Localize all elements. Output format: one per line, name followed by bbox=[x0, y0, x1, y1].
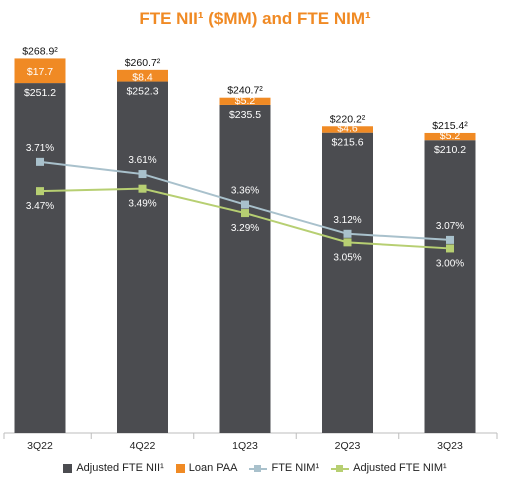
marker-adjusted-fte-nim-1Q23 bbox=[241, 209, 249, 218]
bar-adjusted-fte-nii-1Q23 bbox=[219, 104, 271, 433]
marker-adjusted-fte-nim-4Q22 bbox=[138, 184, 147, 193]
data-label-fte-nim-4Q22: 3.61% bbox=[128, 155, 156, 166]
data-label-adjusted-fte-nim-3Q22: 3.47% bbox=[26, 201, 54, 212]
legend-swatch-fte-nim bbox=[249, 464, 268, 473]
legend-label-loan-paa: Loan PAA bbox=[188, 462, 238, 474]
data-label-fte-nim-3Q23: 3.07% bbox=[436, 221, 464, 232]
data-label-total-3Q23: $215.4² bbox=[432, 120, 468, 132]
legend-item-adjusted-fte-nim: Adjusted FTE NIM¹ bbox=[331, 462, 447, 474]
bar-adjusted-fte-nii-3Q22 bbox=[14, 83, 66, 433]
data-label-adjusted-fte-nii-1Q23: $235.5 bbox=[229, 109, 261, 121]
marker-adjusted-fte-nim-3Q22 bbox=[36, 187, 44, 196]
data-label-loan-paa-4Q22: $8.4 bbox=[132, 72, 153, 84]
data-label-adjusted-fte-nii-3Q22: $251.2 bbox=[24, 87, 56, 99]
data-label-total-2Q23: $220.2² bbox=[330, 113, 366, 125]
bar-adjusted-fte-nii-4Q22 bbox=[117, 81, 168, 433]
data-label-total-1Q23: $240.7² bbox=[227, 85, 263, 97]
legend-item-loan-paa: Loan PAA bbox=[175, 462, 238, 474]
legend-label-fte-nim: FTE NIM¹ bbox=[271, 462, 320, 474]
chart-legend: Adjusted FTE NII¹ Loan PAA FTE NIM¹ Adju… bbox=[0, 462, 510, 474]
data-label-adjusted-fte-nii-3Q23: $210.2 bbox=[434, 144, 466, 156]
legend-swatch-adjusted-fte-nii bbox=[63, 463, 73, 473]
legend-item-adjusted-fte-nii: Adjusted FTE NII¹ bbox=[63, 462, 164, 474]
marker-fte-nim-3Q23 bbox=[446, 235, 454, 244]
line-group bbox=[36, 157, 454, 253]
chart-title: FTE NII¹ ($MM) and FTE NIM¹ bbox=[139, 9, 371, 28]
legend-swatch-loan-paa bbox=[175, 463, 185, 473]
x-tick-label-4Q22: 4Q22 bbox=[130, 440, 156, 452]
data-label-fte-nim-2Q23: 3.12% bbox=[333, 215, 361, 226]
label-group: $17.7 $251.2 $268.9² 3Q22 $8.4 $252.3 $260.7² 4… bbox=[22, 45, 468, 452]
x-tick-label-1Q23: 1Q23 bbox=[232, 440, 258, 452]
data-label-fte-nim-3Q22: 3.71% bbox=[26, 143, 54, 154]
legend-swatch-adjusted-fte-nim bbox=[331, 464, 350, 473]
data-label-loan-paa-1Q23: $5.2 bbox=[235, 95, 256, 107]
marker-adjusted-fte-nim-2Q23 bbox=[343, 238, 352, 247]
legend-item-fte-nim: FTE NIM¹ bbox=[249, 462, 319, 474]
data-label-loan-paa-2Q23: $4.6 bbox=[337, 123, 358, 135]
data-label-fte-nim-1Q23: 3.36% bbox=[231, 186, 259, 197]
data-label-loan-paa-3Q22: $17.7 bbox=[27, 66, 53, 78]
legend-label-adjusted-fte-nim: Adjusted FTE NIM¹ bbox=[353, 462, 447, 474]
bar-loan-paa-3Q23 bbox=[424, 132, 476, 141]
bar-group bbox=[3, 58, 498, 439]
marker-fte-nim-1Q23 bbox=[241, 200, 249, 209]
marker-fte-nim-3Q22 bbox=[36, 157, 44, 166]
bar-loan-paa-4Q22 bbox=[117, 69, 168, 82]
data-label-adjusted-fte-nim-3Q23: 3.00% bbox=[436, 258, 464, 269]
data-label-total-3Q22: $268.9² bbox=[22, 45, 58, 57]
data-label-adjusted-fte-nim-4Q22: 3.49% bbox=[128, 199, 156, 210]
marker-adjusted-fte-nim-3Q23 bbox=[446, 244, 454, 253]
data-label-adjusted-fte-nim-1Q23: 3.29% bbox=[231, 223, 259, 234]
data-label-adjusted-fte-nii-4Q22: $252.3 bbox=[126, 86, 158, 98]
marker-fte-nim-4Q22 bbox=[138, 170, 147, 179]
x-tick-label-3Q23: 3Q23 bbox=[437, 440, 463, 452]
x-tick-label-2Q23: 2Q23 bbox=[335, 440, 361, 452]
data-label-total-4Q22: $260.7² bbox=[125, 57, 161, 69]
bar-adjusted-fte-nii-3Q23 bbox=[424, 140, 476, 434]
bar-adjusted-fte-nii-2Q23 bbox=[322, 132, 373, 434]
bar-loan-paa-2Q23 bbox=[322, 126, 373, 133]
legend-label-adjusted-fte-nii: Adjusted FTE NII¹ bbox=[76, 462, 164, 474]
x-tick-label-3Q22: 3Q22 bbox=[27, 440, 53, 452]
bar-loan-paa-3Q22 bbox=[14, 58, 66, 84]
marker-fte-nim-2Q23 bbox=[343, 229, 352, 238]
data-label-adjusted-fte-nii-2Q23: $215.6 bbox=[331, 137, 363, 149]
bar-loan-paa-1Q23 bbox=[219, 97, 271, 105]
data-label-loan-paa-3Q23: $5.2 bbox=[440, 130, 461, 142]
data-label-adjusted-fte-nim-2Q23: 3.05% bbox=[333, 252, 361, 263]
